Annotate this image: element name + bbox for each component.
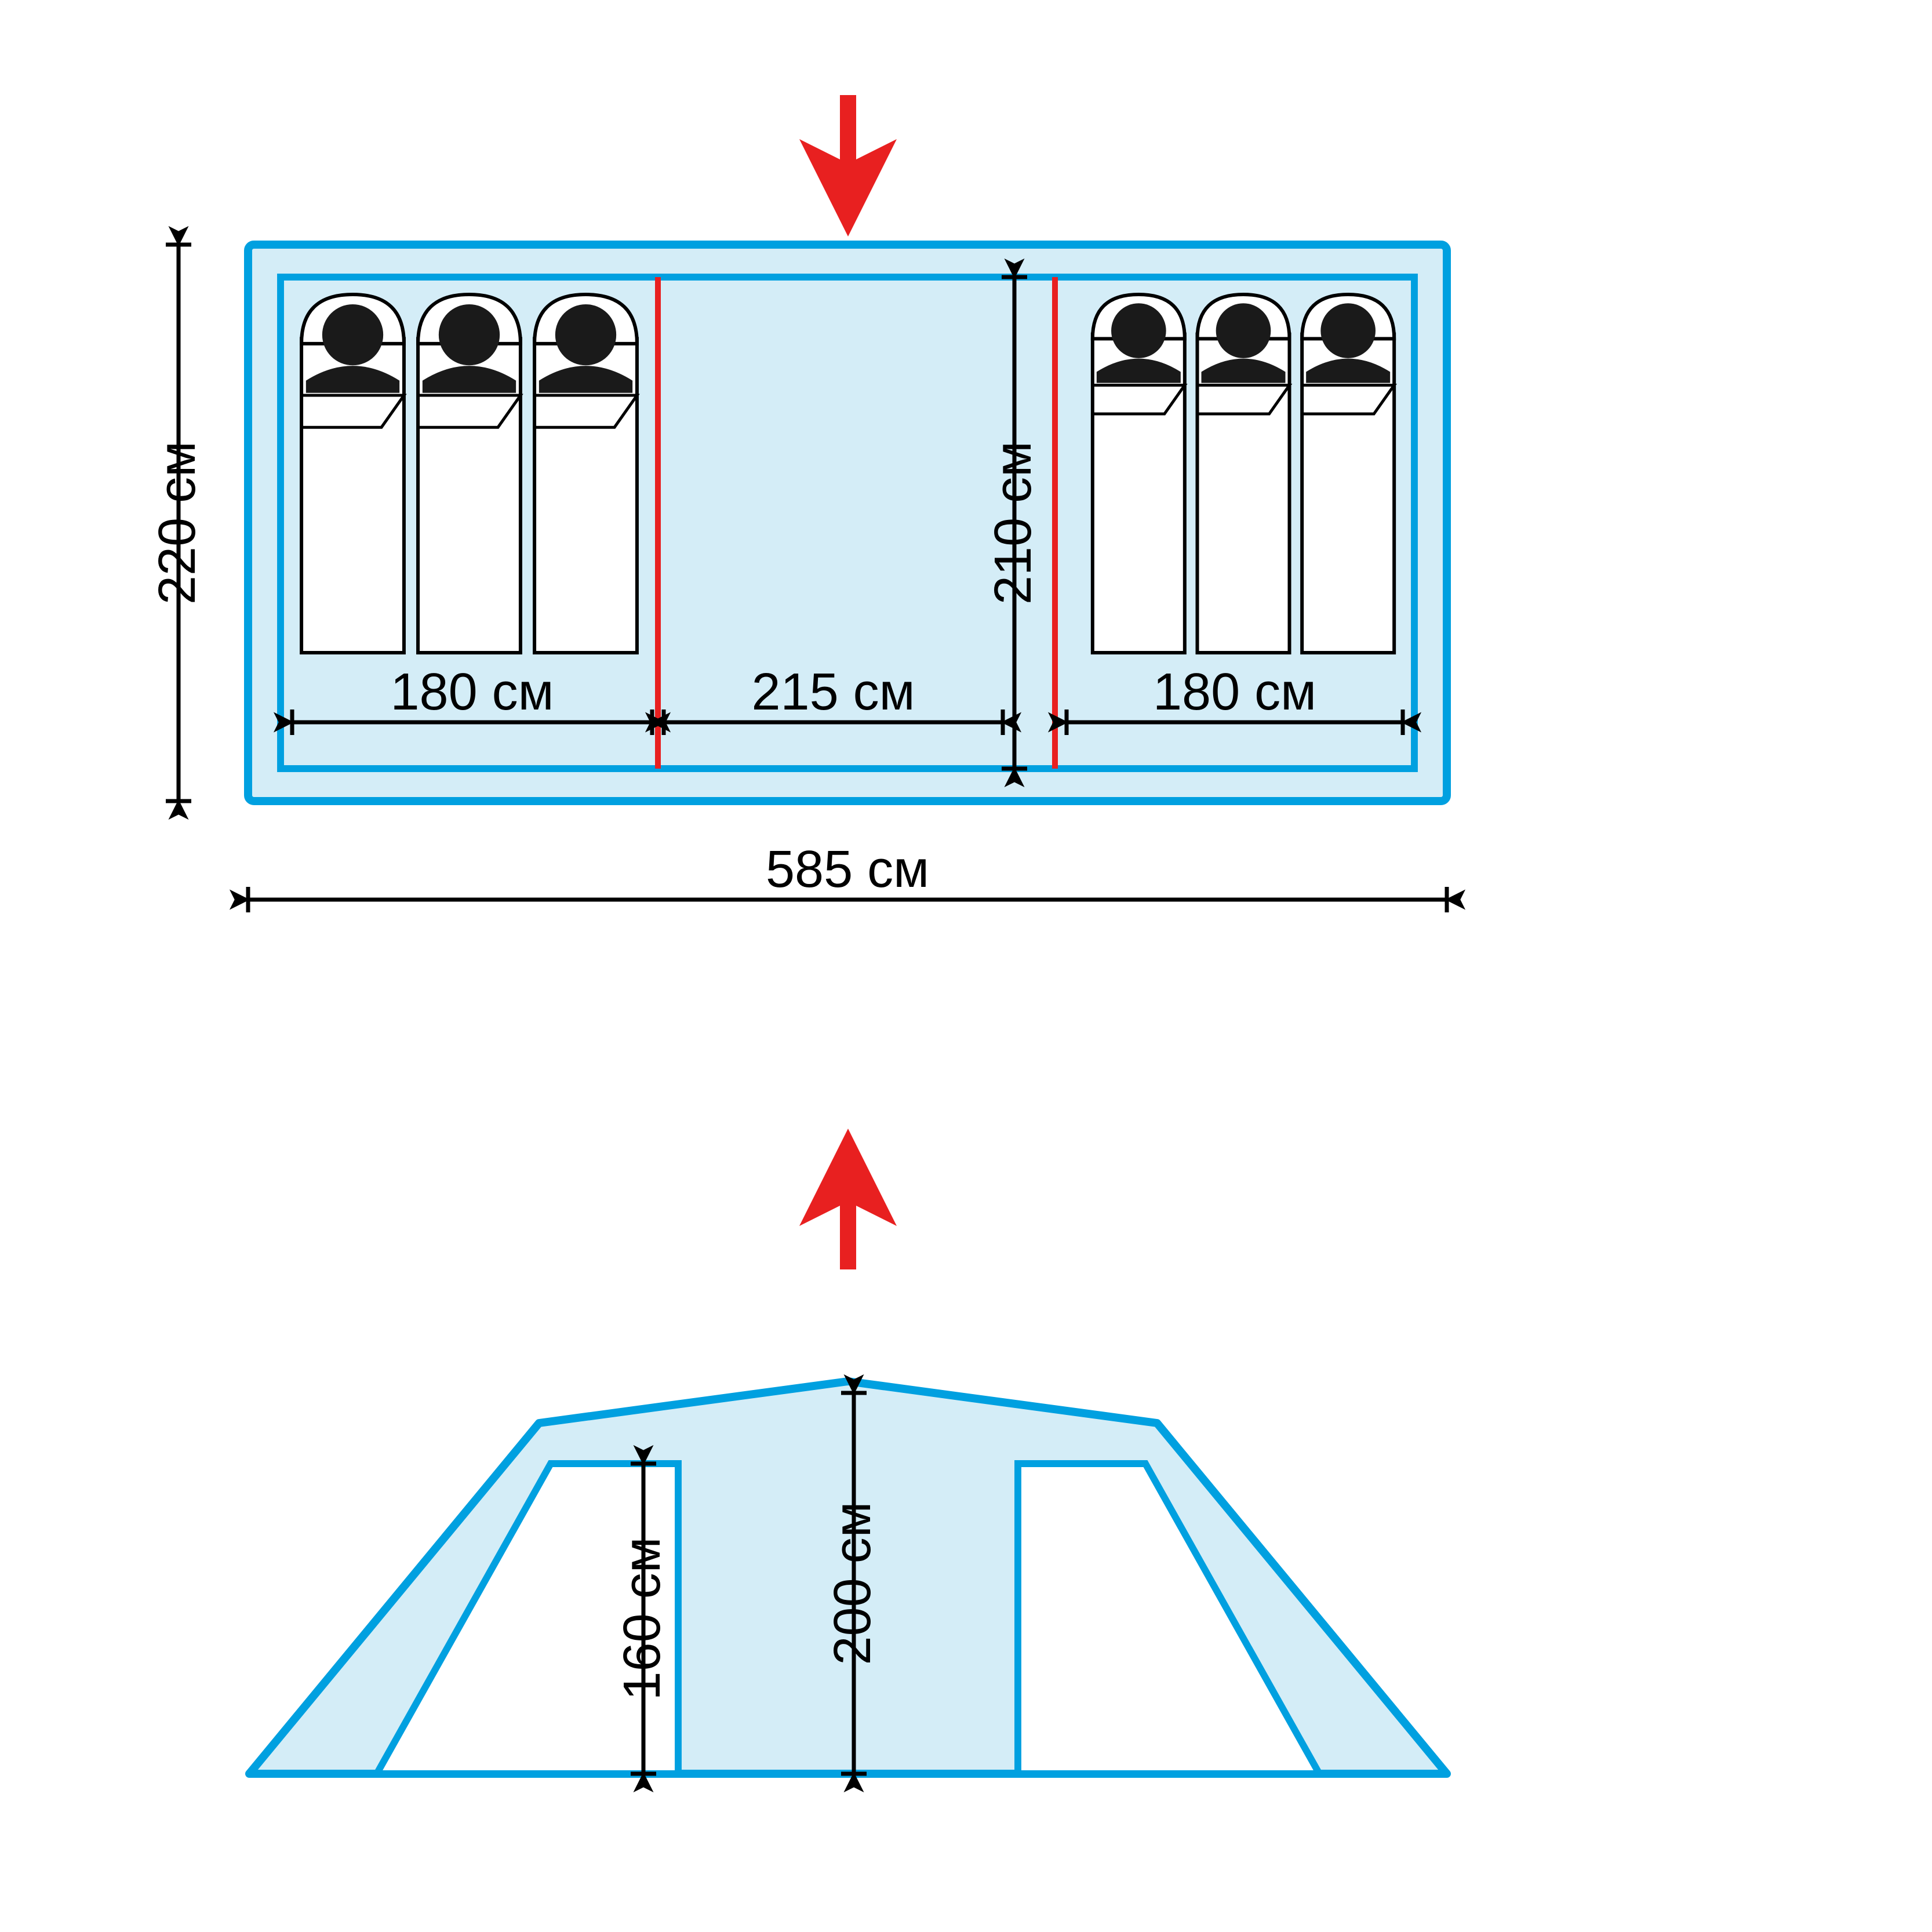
dimension-label: 160 см (613, 1537, 671, 1700)
sleeping-person-icon (418, 294, 521, 653)
sleeping-person-icon (1302, 294, 1394, 653)
dimension-label: 180 см (390, 663, 554, 721)
dimension-label: 180 см (1153, 663, 1316, 721)
sleeping-person-icon (301, 294, 404, 653)
dimension-label: 585 см (766, 841, 929, 898)
sleeping-person-icon (1093, 294, 1185, 653)
sleeping-person-icon (534, 294, 637, 653)
sleeping-person-icon (1198, 294, 1290, 653)
dimension-label: 220 см (148, 441, 206, 605)
dimension-label: 215 см (751, 663, 915, 721)
dimension-label: 210 см (984, 441, 1042, 605)
dimension-label: 200 см (824, 1501, 882, 1665)
